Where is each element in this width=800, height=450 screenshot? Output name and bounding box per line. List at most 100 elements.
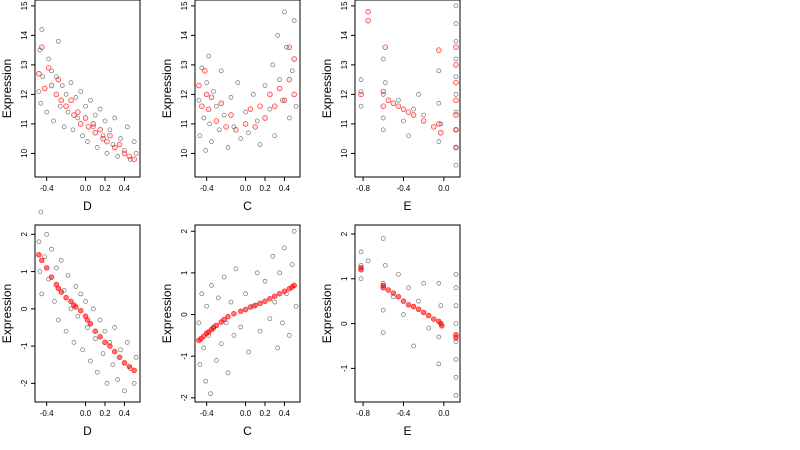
fitted-point: [271, 103, 278, 109]
observed-point: [58, 258, 64, 263]
fitted-point: [201, 68, 208, 74]
x-tick-label: -0.4: [40, 409, 54, 418]
fitted-point: [252, 124, 259, 130]
fitted-point: [45, 65, 52, 71]
observed-point: [396, 97, 401, 103]
fitted-point: [58, 97, 64, 104]
plot-frame: [354, 224, 461, 403]
x-tick-label: 0.4: [279, 409, 291, 418]
observed-point: [270, 253, 276, 259]
observed-point: [453, 92, 459, 97]
fitted-point: [405, 302, 412, 308]
observed-point: [453, 74, 459, 80]
observed-point: [54, 265, 59, 271]
observed-point: [453, 392, 459, 398]
observed-point: [411, 343, 416, 349]
observed-point: [421, 280, 427, 286]
observed-point: [204, 303, 210, 309]
observed-point: [453, 357, 459, 362]
fitted-point: [228, 112, 234, 118]
observed-point: [254, 118, 260, 124]
observed-point: [122, 388, 127, 394]
observed-point: [267, 106, 273, 112]
observed-point: [102, 328, 108, 334]
fitted-point: [252, 302, 259, 309]
fitted-point: [233, 127, 239, 133]
observed-point: [63, 92, 69, 97]
observed-point: [277, 270, 282, 276]
x-tick-label: -0.4: [200, 409, 214, 418]
observed-point: [49, 68, 54, 74]
y-tick-label: 12: [340, 89, 349, 98]
observed-point: [100, 351, 106, 356]
y-tick-label: 0: [340, 321, 349, 326]
y-tick-label: 2: [20, 232, 29, 237]
fitted-point: [281, 288, 288, 294]
observed-point: [436, 334, 442, 340]
fitted-point: [385, 97, 392, 104]
fitted-point: [453, 127, 459, 133]
observed-point: [36, 239, 42, 245]
observed-point: [127, 156, 133, 162]
fitted-point: [395, 103, 402, 109]
fitted-point: [126, 363, 133, 370]
observed-point: [293, 103, 299, 109]
observed-point: [218, 341, 224, 347]
y-tick-label: 14: [180, 30, 189, 39]
observed-point: [382, 262, 388, 268]
fitted-point: [380, 284, 387, 291]
y-tick-label: 10: [180, 148, 189, 157]
observed-point: [133, 151, 139, 156]
fitted-point: [48, 82, 55, 89]
fitted-point: [84, 317, 91, 323]
x-axis-title: D: [83, 199, 92, 213]
y-tick-label: 15: [20, 1, 29, 10]
fitted-point: [405, 109, 412, 115]
y-tick-label: 13: [180, 60, 189, 69]
fitted-point: [425, 312, 432, 319]
observed-point: [238, 324, 244, 330]
observed-point: [453, 162, 459, 168]
fitted-point: [205, 106, 212, 112]
observed-point: [436, 361, 442, 367]
observed-point: [209, 283, 214, 288]
observed-point: [358, 276, 364, 282]
x-tick-label: 0.0: [240, 184, 252, 193]
observed-point: [406, 285, 411, 291]
fitted-point: [196, 82, 202, 89]
observed-point: [436, 280, 442, 286]
observed-point: [49, 246, 54, 252]
observed-point: [438, 303, 444, 309]
x-tick-label: 0.4: [279, 184, 291, 193]
y-tick-label: 0: [180, 312, 189, 317]
fitted-point: [291, 282, 297, 289]
observed-point: [125, 124, 130, 130]
observed-point: [416, 92, 421, 97]
fitted-point: [438, 130, 444, 136]
observed-point: [42, 254, 48, 260]
fitted-point: [225, 313, 231, 320]
observed-point: [453, 109, 459, 115]
fitted-point: [63, 294, 69, 301]
y-tick-label: 13: [20, 60, 29, 69]
observed-point: [61, 124, 67, 130]
observed-point: [453, 56, 459, 62]
fitted-point: [41, 85, 48, 92]
observed-point: [85, 325, 90, 330]
observed-point: [262, 83, 268, 88]
fitted-point: [431, 316, 437, 322]
observed-point: [436, 68, 442, 74]
observed-point: [225, 370, 231, 376]
fitted-point: [262, 115, 268, 121]
observed-point: [453, 3, 459, 9]
observed-point: [289, 262, 295, 267]
observed-point: [97, 317, 103, 323]
fitted-point: [415, 306, 422, 312]
fitted-point: [247, 106, 254, 112]
plot-frame: [194, 0, 301, 178]
fitted-point: [281, 97, 288, 104]
y-tick-label: -2: [180, 394, 189, 402]
fitted-point: [36, 70, 42, 77]
observed-point: [225, 145, 231, 150]
observed-point: [70, 127, 76, 133]
